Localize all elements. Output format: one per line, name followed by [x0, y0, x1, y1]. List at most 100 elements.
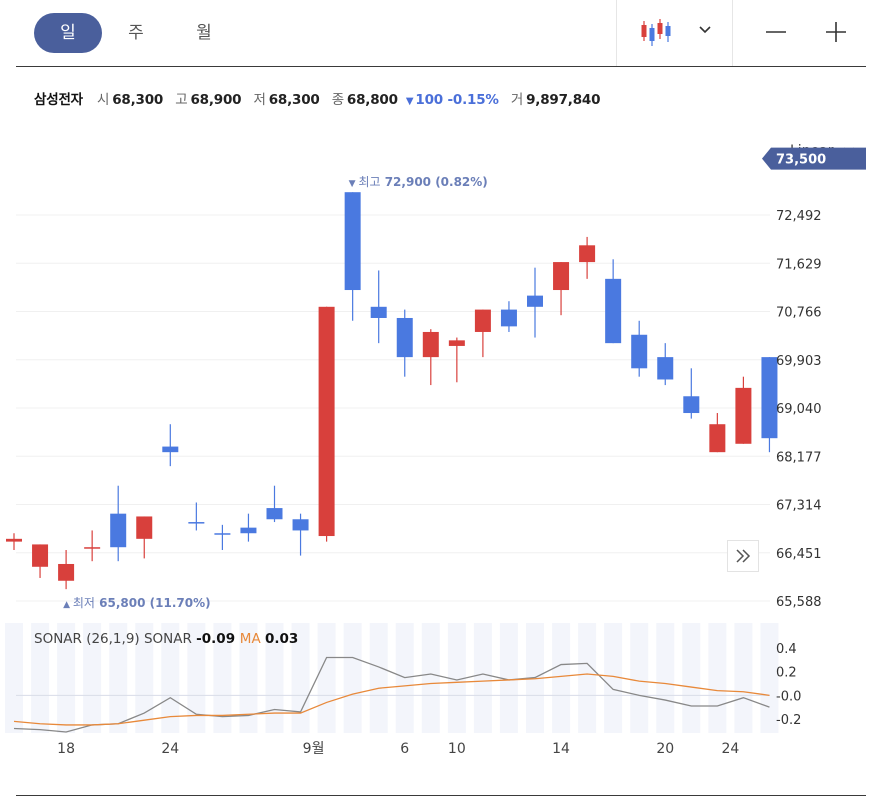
indicator-column-bg	[213, 623, 232, 733]
indicator-column-bg	[630, 623, 649, 733]
open-value: 68,300	[112, 92, 164, 108]
indicator-tick-label: 0.2	[776, 666, 797, 681]
candle-body	[631, 334, 648, 369]
indicator-legend: SONAR (26,1,9) SONAR -0.09 MA 0.03	[34, 631, 298, 647]
plus-icon[interactable]	[824, 20, 848, 44]
candle-body	[370, 306, 387, 318]
indicator-column-bg	[552, 623, 571, 733]
tab-daily[interactable]: 일	[34, 13, 102, 53]
double-chevron-right-icon	[736, 549, 751, 563]
candle-body	[188, 522, 205, 524]
y-tick-label: 68,177	[776, 450, 822, 465]
candle-body	[32, 544, 49, 567]
candle-body	[605, 278, 622, 344]
candle-body	[474, 309, 491, 332]
indicator-column-bg	[369, 623, 388, 733]
indicator-column-bg	[447, 623, 466, 733]
candle-body	[735, 387, 752, 444]
close-value: 68,800	[346, 92, 398, 108]
candle-body	[6, 538, 22, 542]
x-tick-label: 14	[552, 741, 570, 757]
volume-label: 거	[510, 92, 524, 108]
indicator-column-bg	[734, 623, 753, 733]
candle-body	[110, 513, 127, 548]
tab-weekly[interactable]: 주	[128, 23, 144, 43]
low-label: 저	[253, 92, 266, 108]
chart-toolbar: 일 주 월	[16, 0, 866, 67]
indicator-tick-label: -0.0	[776, 689, 801, 704]
current-price-label: 73,500	[776, 153, 826, 168]
y-tick-label: 67,314	[776, 499, 822, 514]
y-tick-label: 65,588	[776, 595, 822, 610]
ma-line	[13, 673, 770, 726]
indicator-tick-label: -0.2	[776, 713, 801, 728]
candle-body	[683, 396, 700, 414]
y-tick-label: 71,629	[776, 257, 822, 272]
indicator-column-bg	[135, 623, 154, 733]
candle-body	[657, 357, 674, 380]
candle-body	[136, 516, 153, 539]
candle-body	[448, 340, 465, 346]
minus-icon[interactable]	[764, 22, 788, 42]
indicator-column-bg	[109, 623, 128, 733]
candle-body	[709, 424, 726, 453]
indicator-column-bg	[31, 623, 50, 733]
candle-body	[527, 295, 543, 307]
indicator-column-bg	[578, 623, 597, 733]
y-tick-label: 66,451	[776, 547, 822, 562]
indicator-column-bg	[604, 623, 623, 733]
candle-body	[58, 563, 75, 581]
indicator-column-bg	[317, 623, 336, 733]
y-tick-label: 69,040	[776, 402, 822, 417]
tab-monthly[interactable]: 월	[196, 23, 212, 43]
indicator-column-bg	[343, 623, 362, 733]
candle-body	[579, 245, 596, 263]
candlestick-icon[interactable]	[640, 16, 674, 48]
current-price-badge	[762, 147, 866, 170]
high-value: 68,900	[190, 92, 242, 108]
x-tick-label: 6	[400, 741, 409, 757]
high-label: 고	[175, 92, 188, 108]
x-tick-label: 20	[656, 741, 674, 757]
indicator-column-bg	[499, 623, 518, 733]
chevron-down-icon[interactable]	[696, 20, 714, 38]
candle-body	[318, 306, 335, 537]
x-tick-label: 18	[57, 741, 75, 757]
candle-body	[162, 446, 179, 453]
indicator-tick-label: 0.4	[776, 642, 797, 657]
candle-body	[761, 357, 778, 439]
indicator-column-bg	[187, 623, 206, 733]
max-price-annotation: ▼ 최고 72,900 (0.82%)	[349, 175, 488, 189]
candle-body	[553, 262, 570, 291]
indicator-column-bg	[161, 623, 180, 733]
indicator-column-bg	[656, 623, 675, 733]
candle-body	[214, 533, 231, 535]
x-tick-label: 10	[448, 741, 466, 757]
stock-name: 삼성전자	[34, 92, 83, 108]
candle-body	[344, 192, 361, 291]
indicator-column-bg	[239, 623, 258, 733]
quote-summary: 삼성전자 시 68,300 고 68,900 저 68,300 종 68,800 ▼ 10…	[34, 88, 608, 108]
indicator-column-bg	[708, 623, 727, 733]
down-arrow-icon: ▼	[405, 96, 414, 107]
y-tick-label: 69,903	[776, 354, 822, 369]
indicator-column-bg	[5, 623, 23, 733]
indicator-column-bg	[291, 623, 310, 733]
close-label: 종	[331, 92, 344, 108]
candle-body	[240, 527, 257, 534]
candle-body	[292, 519, 309, 531]
scroll-latest-button[interactable]	[727, 540, 759, 572]
open-label: 시	[96, 92, 110, 108]
indicator-column-bg	[83, 623, 102, 733]
low-value: 68,300	[268, 92, 320, 108]
min-price-annotation: ▲ 최저 65,800 (11.70%)	[63, 596, 211, 610]
y-tick-label: 72,492	[776, 209, 822, 224]
sonar-line	[13, 656, 770, 733]
candle-body	[500, 309, 517, 327]
indicator-column-bg	[57, 623, 76, 733]
indicator-column-bg	[473, 623, 492, 733]
chart-bottom-border	[16, 795, 866, 796]
y-tick-label: 70,766	[776, 306, 822, 321]
candle-body	[84, 547, 101, 549]
